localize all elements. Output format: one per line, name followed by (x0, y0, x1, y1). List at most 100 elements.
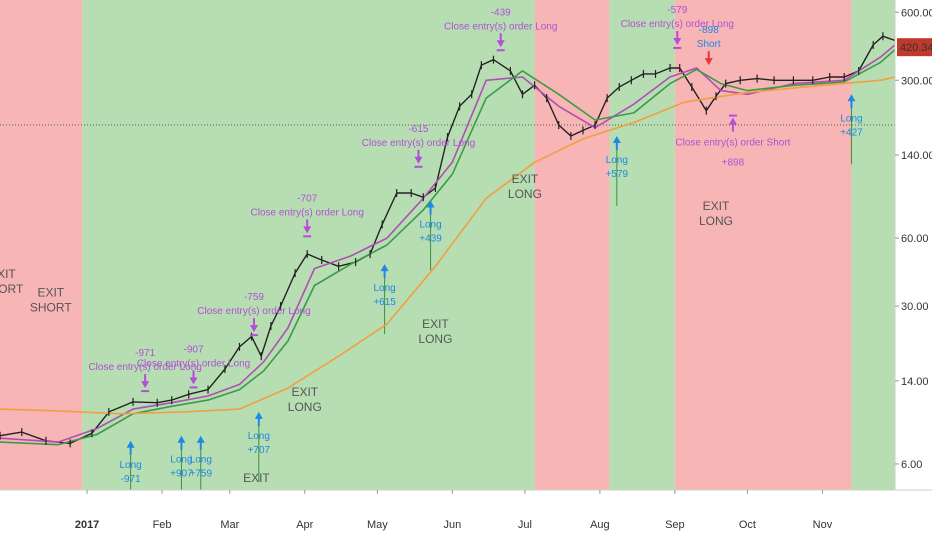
exit-label: LONG (508, 187, 542, 201)
x-tick-label: Oct (739, 519, 756, 531)
close-order-label: Close entry(s) order Long (88, 362, 201, 373)
long-label: Long (190, 455, 212, 466)
ma_slow-line (0, 76, 896, 415)
close-bar (673, 46, 682, 49)
long-label: Long (119, 460, 141, 471)
close-short-profit-label: +898 (722, 158, 745, 169)
close-bar (141, 390, 150, 393)
short-label: Short (697, 39, 721, 50)
long-arrow-icon (612, 135, 621, 150)
close-pnl-label: -907 (184, 344, 204, 355)
exit-label: LONG (418, 332, 452, 346)
time-axis (0, 490, 932, 550)
close-bar (496, 49, 505, 52)
y-tick-label: 6.00 (901, 459, 922, 471)
close-bar (189, 386, 198, 389)
exit-label: EXIT (703, 199, 730, 213)
close-order-label: Close entry(s) order Long (362, 138, 475, 149)
close-order-label: Close entry(s) order Long (251, 207, 364, 218)
x-tick-label: Mar (220, 519, 239, 531)
y-tick-label: 30.00 (901, 301, 929, 313)
close-pnl-label: -579 (667, 5, 687, 16)
long-label: Long (840, 113, 862, 124)
long-arrow-icon (380, 264, 389, 279)
close-bar (303, 235, 312, 238)
y-tick-label: 300.00 (901, 75, 932, 87)
long-arrow-icon (426, 200, 435, 215)
exit-label: EXIT (291, 385, 318, 399)
close-bar (249, 334, 258, 337)
close-arrow-icon (496, 33, 505, 48)
x-tick-label: 2017 (75, 519, 99, 531)
long-arrow-icon (847, 94, 856, 109)
short-arrow-icon (704, 51, 713, 66)
zone-layer (0, 0, 895, 490)
close-arrow-icon (414, 149, 423, 164)
exit-label: SHORT (0, 282, 24, 296)
y-tick-label: 60.00 (901, 233, 929, 245)
long-profit-label: +759 (190, 469, 213, 480)
y-tick-label: 14.00 (901, 376, 929, 388)
long-label: Long (170, 455, 192, 466)
x-tick-label: Feb (153, 519, 172, 531)
marker-layer: Long -971 Long +907 Long +759 Long +707 Long +615… (0, 5, 863, 485)
exit-label: SHORT (30, 301, 72, 315)
long-profit-label: -971 (121, 474, 141, 485)
long-arrow-icon (126, 440, 135, 455)
exit-label: LONG (288, 400, 322, 414)
close-order-label: Close entry(s) order Long (621, 19, 734, 30)
long-profit-label: +707 (248, 445, 271, 456)
y-tick-label: 140.00 (901, 150, 932, 162)
last-price-label: 420.34 (900, 42, 932, 54)
close-pnl-label: -707 (297, 193, 317, 204)
close-pnl-label: -759 (244, 292, 264, 303)
price-axis (895, 0, 932, 550)
x-tick-label: Aug (590, 519, 610, 531)
long-profit-label: +427 (840, 127, 863, 138)
x-tick-label: May (367, 519, 388, 531)
x-tick-label: Sep (665, 519, 685, 531)
short-zone (0, 0, 83, 490)
long-arrow-icon (196, 435, 205, 450)
close-pnl-label: -615 (408, 124, 428, 135)
exit-label: EXIT (0, 267, 16, 281)
long-profit-label: +439 (419, 234, 442, 245)
long-zone (82, 0, 535, 490)
long-label: Long (373, 283, 395, 294)
long-zone (609, 0, 675, 490)
exit-label: EXIT (243, 471, 270, 485)
long-zone (851, 0, 895, 490)
exit-label: EXIT (37, 286, 64, 300)
x-tick-label: Apr (296, 519, 313, 531)
short-pnl-label: -898 (699, 25, 719, 36)
close-bar (414, 165, 423, 168)
close-arrow-icon (189, 370, 198, 385)
close-pnl-label: -971 (135, 348, 155, 359)
ma_mid-line (0, 49, 896, 446)
close-arrow-icon (249, 318, 258, 333)
long-profit-label: +907 (170, 469, 193, 480)
close-order-label: Close entry(s) order Long (137, 358, 250, 369)
last-price-tag (897, 38, 932, 57)
exit-label: LONG (699, 214, 733, 228)
close-order-label: Close entry(s) order Long (444, 21, 557, 32)
x-tick-label: Jul (518, 519, 532, 531)
long-label: Long (419, 220, 441, 231)
long-arrow-icon (254, 411, 263, 426)
x-tick-label: Nov (813, 519, 833, 531)
short-zone (534, 0, 610, 490)
long-label: Long (248, 431, 270, 442)
series-layer (0, 32, 896, 448)
exit-label: EXIT (422, 317, 449, 331)
close-bar (728, 114, 737, 117)
close-arrow-icon (673, 30, 682, 45)
close-arrow-icon (141, 374, 150, 389)
exit-label: EXIT (512, 172, 539, 186)
y-tick-label: 600.00 (901, 7, 932, 19)
long-label: Long (606, 155, 628, 166)
x-tick-label: Jun (443, 519, 461, 531)
close-order-label: Close entry(s) order Long (197, 306, 310, 317)
long-profit-label: +615 (373, 297, 396, 308)
